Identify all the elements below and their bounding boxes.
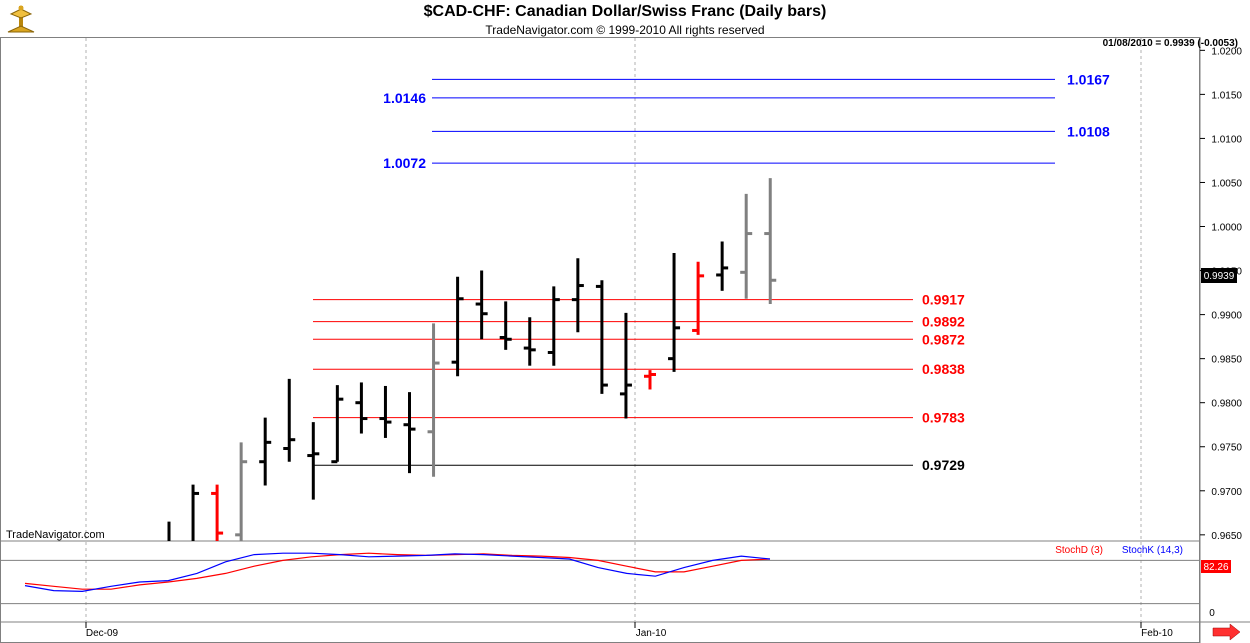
last-price-box bbox=[1201, 268, 1237, 283]
stochd-line bbox=[24, 552, 771, 590]
stoch-zero-label: 0 bbox=[1209, 608, 1215, 619]
plot-frame bbox=[0, 37, 1200, 643]
ohlc-bar bbox=[716, 241, 729, 291]
ohlc-bar bbox=[355, 382, 368, 434]
y-tick-label: 0.9700 bbox=[1211, 487, 1242, 498]
time-axis: Dec-09 Jan-10 Feb-10 bbox=[85, 622, 1173, 639]
copyright-text: TradeNavigator.com © 1999-2010 All right… bbox=[485, 23, 765, 37]
x-tick-label: Dec-09 bbox=[86, 628, 119, 639]
level-label: 0.9872 bbox=[922, 331, 965, 347]
ohlc-bar bbox=[595, 280, 608, 394]
ohlc-bar bbox=[547, 286, 560, 366]
stoch-value-box bbox=[1201, 560, 1231, 573]
ohlc-bar bbox=[283, 378, 296, 462]
y-tick-label: 0.9800 bbox=[1211, 399, 1242, 410]
stochk-line bbox=[24, 552, 771, 593]
y-tick-label: 0.9850 bbox=[1211, 355, 1242, 366]
y-tick-label: 1.0050 bbox=[1211, 178, 1242, 189]
y-tick-label: 0.9900 bbox=[1211, 311, 1242, 322]
watermark-text: TradeNavigator.com bbox=[6, 529, 105, 541]
ohlc-bar bbox=[379, 385, 392, 438]
price-readout: 01/08/2010 = 0.9939 (-0.0053) bbox=[1103, 38, 1238, 49]
x-tick-label: Jan-10 bbox=[636, 628, 667, 639]
y-tick-label: 1.0000 bbox=[1211, 223, 1242, 234]
ohlc-bar bbox=[211, 484, 224, 541]
y-tick-label: 0.9750 bbox=[1211, 443, 1242, 454]
price-bars bbox=[167, 178, 777, 541]
ohlc-bar bbox=[523, 317, 536, 366]
grid-lines bbox=[85, 38, 1142, 622]
ohlc-bar bbox=[619, 312, 632, 419]
y-tick-label: 1.0200 bbox=[1211, 46, 1242, 57]
ohlc-bar bbox=[475, 270, 488, 340]
scroll-right-arrow-icon[interactable] bbox=[1212, 623, 1241, 641]
ohlc-bar bbox=[692, 261, 705, 335]
ohlc-bar bbox=[644, 370, 656, 390]
level-label: 0.9783 bbox=[922, 410, 965, 426]
ohlc-bar bbox=[499, 301, 512, 350]
fib-levels: 1.01671.01461.01081.00720.99170.98920.98… bbox=[313, 71, 1110, 473]
stoch-value-label: 82.26 bbox=[1203, 562, 1228, 573]
last-price-label: 0.9939 bbox=[1204, 271, 1235, 282]
stochastic-pane bbox=[0, 552, 1200, 605]
chart-title: $CAD-CHF: Canadian Dollar/Swiss Franc (D… bbox=[423, 3, 827, 20]
ohlc-bar bbox=[571, 258, 584, 333]
ohlc-bar bbox=[668, 252, 681, 372]
ohlc-bar bbox=[451, 276, 464, 377]
level-label: 0.9917 bbox=[922, 292, 965, 308]
price-axis: 1.02001.01501.01001.00501.00000.99500.99… bbox=[1200, 46, 1242, 542]
y-tick-label: 0.9650 bbox=[1211, 531, 1242, 542]
level-label: 0.9892 bbox=[922, 314, 965, 330]
y-tick-label: 1.0150 bbox=[1211, 90, 1242, 101]
level-label: 1.0108 bbox=[1067, 123, 1110, 139]
ohlc-bar bbox=[307, 422, 320, 500]
ohlc-bar bbox=[235, 442, 248, 541]
ohlc-bar bbox=[191, 484, 200, 541]
stochk-legend: StochK (14,3) bbox=[1122, 545, 1183, 556]
y-tick-label: 1.0100 bbox=[1211, 134, 1242, 145]
level-label: 1.0167 bbox=[1067, 71, 1110, 87]
level-label: 0.9838 bbox=[922, 361, 965, 377]
ohlc-bar bbox=[740, 193, 753, 299]
ohlc-bar bbox=[764, 178, 777, 305]
level-label: 0.9729 bbox=[922, 457, 965, 473]
stochd-legend: StochD (3) bbox=[1055, 545, 1103, 556]
ohlc-bar bbox=[427, 323, 440, 477]
level-label: 1.0072 bbox=[383, 155, 426, 171]
x-tick-label: Feb-10 bbox=[1141, 628, 1173, 639]
trade-navigator-logo-icon bbox=[5, 4, 37, 36]
level-label: 1.0146 bbox=[383, 90, 426, 106]
ohlc-bar bbox=[403, 392, 416, 474]
ohlc-bar bbox=[259, 417, 272, 486]
ohlc-bar bbox=[331, 385, 344, 464]
